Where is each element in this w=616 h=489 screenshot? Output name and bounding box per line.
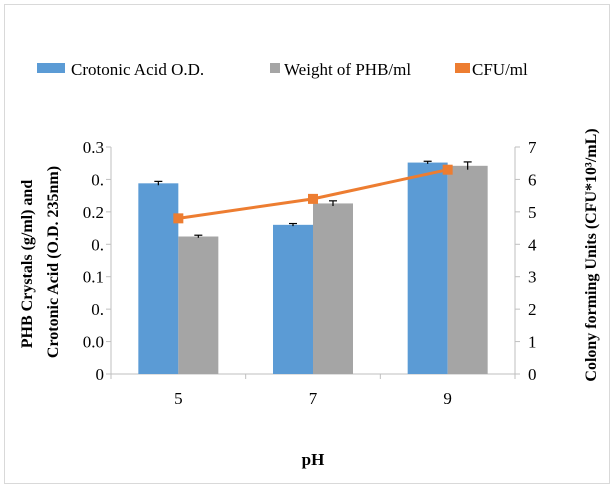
right-tick-label: 2: [528, 300, 537, 319]
x-tick-label: 9: [443, 389, 452, 408]
cfu-point: [308, 193, 318, 204]
legend-swatch-weight-phb: [270, 63, 280, 73]
right-axis-ticks: 0 1 2 3 4 5 6 7: [515, 138, 537, 384]
bars: [138, 162, 488, 374]
right-tick-label: 6: [528, 170, 537, 189]
legend-swatch-cfu: [455, 63, 470, 73]
left-tick-label: 0.0: [83, 333, 104, 352]
left-tick-label: 0.: [91, 170, 104, 189]
left-axis-title-line-2: Crotonic Acid (O.D. 235nm): [45, 166, 62, 358]
right-tick-label: 5: [528, 203, 537, 222]
cfu-point: [173, 213, 184, 224]
left-tick-label: 0.3: [83, 138, 104, 157]
legend-label-cfu: CFU/ml: [472, 60, 528, 79]
legend: Crotonic Acid O.D. Weight of PHB/ml CFU/…: [37, 60, 528, 79]
bar-weight-phb: [313, 203, 353, 374]
right-tick-label: 3: [528, 268, 537, 287]
left-tick-label: 0: [96, 365, 105, 384]
left-axis-title-line-1: PHB Crystals (g/ml) and: [19, 180, 36, 349]
bar-weight-phb: [447, 165, 488, 374]
bar-crotonic-acid: [407, 162, 448, 374]
cfu-series: [173, 164, 453, 224]
right-tick-label: 4: [528, 235, 537, 254]
x-axis-ticks: 5 7 9: [110, 374, 516, 408]
left-tick-label: 0.: [91, 300, 104, 319]
left-axis-title: PHB Crystals (g/ml) and Crotonic Acid (O…: [19, 166, 62, 358]
bar-crotonic-acid: [273, 224, 313, 374]
right-tick-label: 0: [528, 365, 537, 384]
legend-label-weight-phb: Weight of PHB/ml: [284, 60, 411, 79]
bar-crotonic-acid: [138, 183, 179, 374]
left-tick-label: 0.2: [83, 203, 104, 222]
x-tick-label: 5: [174, 389, 183, 408]
right-axis-title: Colony forming Units (CFU*10³/mL): [583, 128, 600, 381]
right-tick-label: 7: [528, 138, 537, 157]
legend-swatch-crotonic-acid: [37, 63, 65, 73]
left-axis-ticks: 0 0.0 0. 0.1 0. 0.2 0. 0.3: [83, 138, 111, 384]
legend-label-crotonic-acid: Crotonic Acid O.D.: [71, 60, 204, 79]
left-tick-label: 0.1: [83, 268, 104, 287]
right-tick-label: 1: [528, 333, 537, 352]
x-axis-title: pH: [302, 450, 325, 469]
error-bars: [154, 160, 472, 238]
cfu-point: [442, 164, 453, 175]
x-tick-label: 7: [309, 389, 318, 408]
left-tick-label: 0.: [91, 235, 104, 254]
bar-weight-phb: [178, 236, 219, 374]
